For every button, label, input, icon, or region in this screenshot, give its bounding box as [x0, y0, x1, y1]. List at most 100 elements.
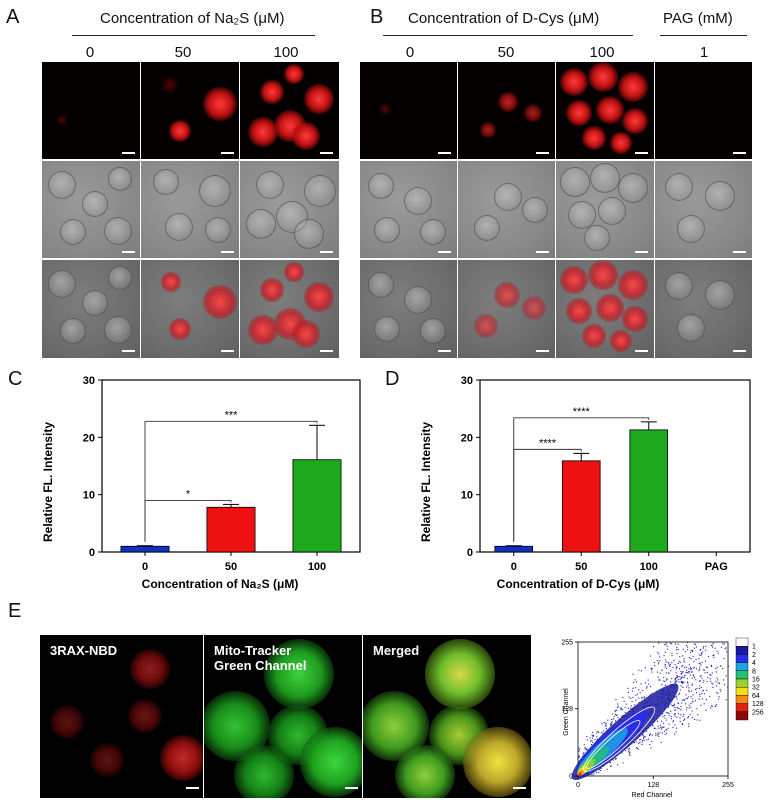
scatter-point — [589, 740, 591, 742]
scatter-point — [636, 747, 638, 749]
scatter-point — [664, 680, 666, 683]
scatter-point — [676, 676, 678, 678]
scatter-point — [698, 658, 700, 660]
scatter-point — [642, 735, 644, 737]
scatter-point — [684, 651, 686, 653]
scatter-point — [714, 705, 716, 707]
scatter-point — [700, 652, 702, 654]
scatter-point — [674, 713, 676, 715]
scatter-point — [667, 706, 669, 708]
scatter-point — [689, 714, 691, 716]
panel-label-e: E — [8, 600, 22, 622]
scatter-point — [686, 678, 689, 680]
scatter-point — [711, 705, 713, 707]
scatter-point — [586, 735, 588, 738]
panel-b-brightfield-100 — [556, 161, 654, 258]
scatter-point — [677, 675, 679, 677]
scatter-point — [671, 678, 673, 680]
scatter-point — [685, 703, 687, 705]
scatter-point — [596, 732, 598, 734]
scatter-point — [680, 714, 682, 716]
scatter-point — [691, 684, 693, 686]
scatter-point — [691, 717, 693, 719]
scatter-point — [662, 715, 664, 717]
scatter-point — [678, 694, 680, 696]
scatter-point — [705, 666, 707, 668]
scatter-point — [680, 709, 682, 711]
scatter-point — [623, 700, 625, 703]
panel-a-fluor-100 — [240, 62, 339, 159]
panel-a-brightfield-50 — [141, 161, 239, 258]
panel-a-header-rule — [72, 35, 315, 36]
panel-e-merged: Merged — [363, 635, 531, 798]
scatter-point — [591, 734, 593, 736]
scatter-point — [663, 677, 665, 679]
chart-d-xtick-label: PAG — [705, 561, 728, 573]
scatter-point — [664, 644, 666, 646]
scatter-point — [687, 717, 689, 719]
scatter-point — [679, 676, 681, 678]
scatter-point — [596, 772, 598, 774]
scatter-point — [624, 706, 626, 708]
scatter-point — [592, 731, 594, 734]
scatter-point — [703, 669, 705, 671]
scatter-point — [664, 714, 666, 717]
scatter-point — [685, 686, 688, 688]
scatter-point — [679, 678, 681, 680]
scatter-point — [682, 686, 684, 688]
scatter-xtick-label: 128 — [647, 782, 659, 789]
scatter-point — [716, 691, 718, 693]
scatter-point — [610, 724, 612, 727]
scatter-point — [706, 666, 708, 668]
scatter-point — [691, 698, 693, 700]
scatter-point — [615, 758, 617, 760]
panel-b-col-50: 50 — [497, 44, 515, 61]
scatter-point — [649, 733, 652, 735]
scatter-point — [638, 697, 640, 699]
scatter-point — [692, 667, 694, 669]
scatter-point — [651, 668, 653, 670]
scatter-point — [624, 750, 627, 752]
scatter-point — [606, 768, 608, 770]
scatter-point — [677, 649, 679, 651]
scatter-point — [672, 705, 674, 707]
scatter-point — [702, 690, 704, 692]
scatter-point — [589, 737, 591, 739]
scatter-point — [683, 661, 685, 663]
panel-b-header-rule — [383, 35, 633, 36]
scatter-point — [624, 711, 626, 713]
chart-d-ylabel: Relative FL. Intensity — [419, 422, 433, 542]
scatter-point — [600, 731, 602, 734]
scatter-legend-swatch — [735, 662, 749, 672]
scatter-point — [661, 732, 663, 734]
scatter-point — [670, 715, 672, 717]
scatter-point — [657, 651, 659, 653]
scatter-point — [662, 680, 664, 682]
scatter-point — [676, 666, 678, 668]
scatter-point — [671, 662, 673, 664]
scatter-point — [700, 704, 702, 706]
scatter-point — [611, 718, 613, 721]
scatter-point — [724, 648, 726, 650]
scatter-point — [610, 765, 612, 767]
scatter-point — [683, 718, 686, 720]
scatter-point — [691, 650, 694, 653]
scatter-point — [695, 679, 697, 681]
panel-b-micrograph-grid — [360, 62, 752, 358]
scatter-point — [699, 685, 701, 687]
scatter-point — [691, 670, 693, 672]
scatter-point — [615, 699, 617, 701]
scatter-point — [616, 709, 618, 711]
scatter-point — [722, 679, 725, 681]
scatter-point — [690, 696, 692, 698]
scatter-point — [593, 735, 595, 737]
scatter-point — [692, 700, 694, 702]
scatter-point — [674, 664, 676, 666]
scatter-point — [673, 660, 675, 662]
scatter-point — [669, 681, 672, 683]
panel-a-fluor-0 — [42, 62, 140, 159]
scatter-point — [603, 721, 605, 723]
scatter-point — [673, 703, 675, 705]
scatter-point — [633, 704, 635, 706]
panel-a-micrograph-grid — [42, 62, 339, 358]
